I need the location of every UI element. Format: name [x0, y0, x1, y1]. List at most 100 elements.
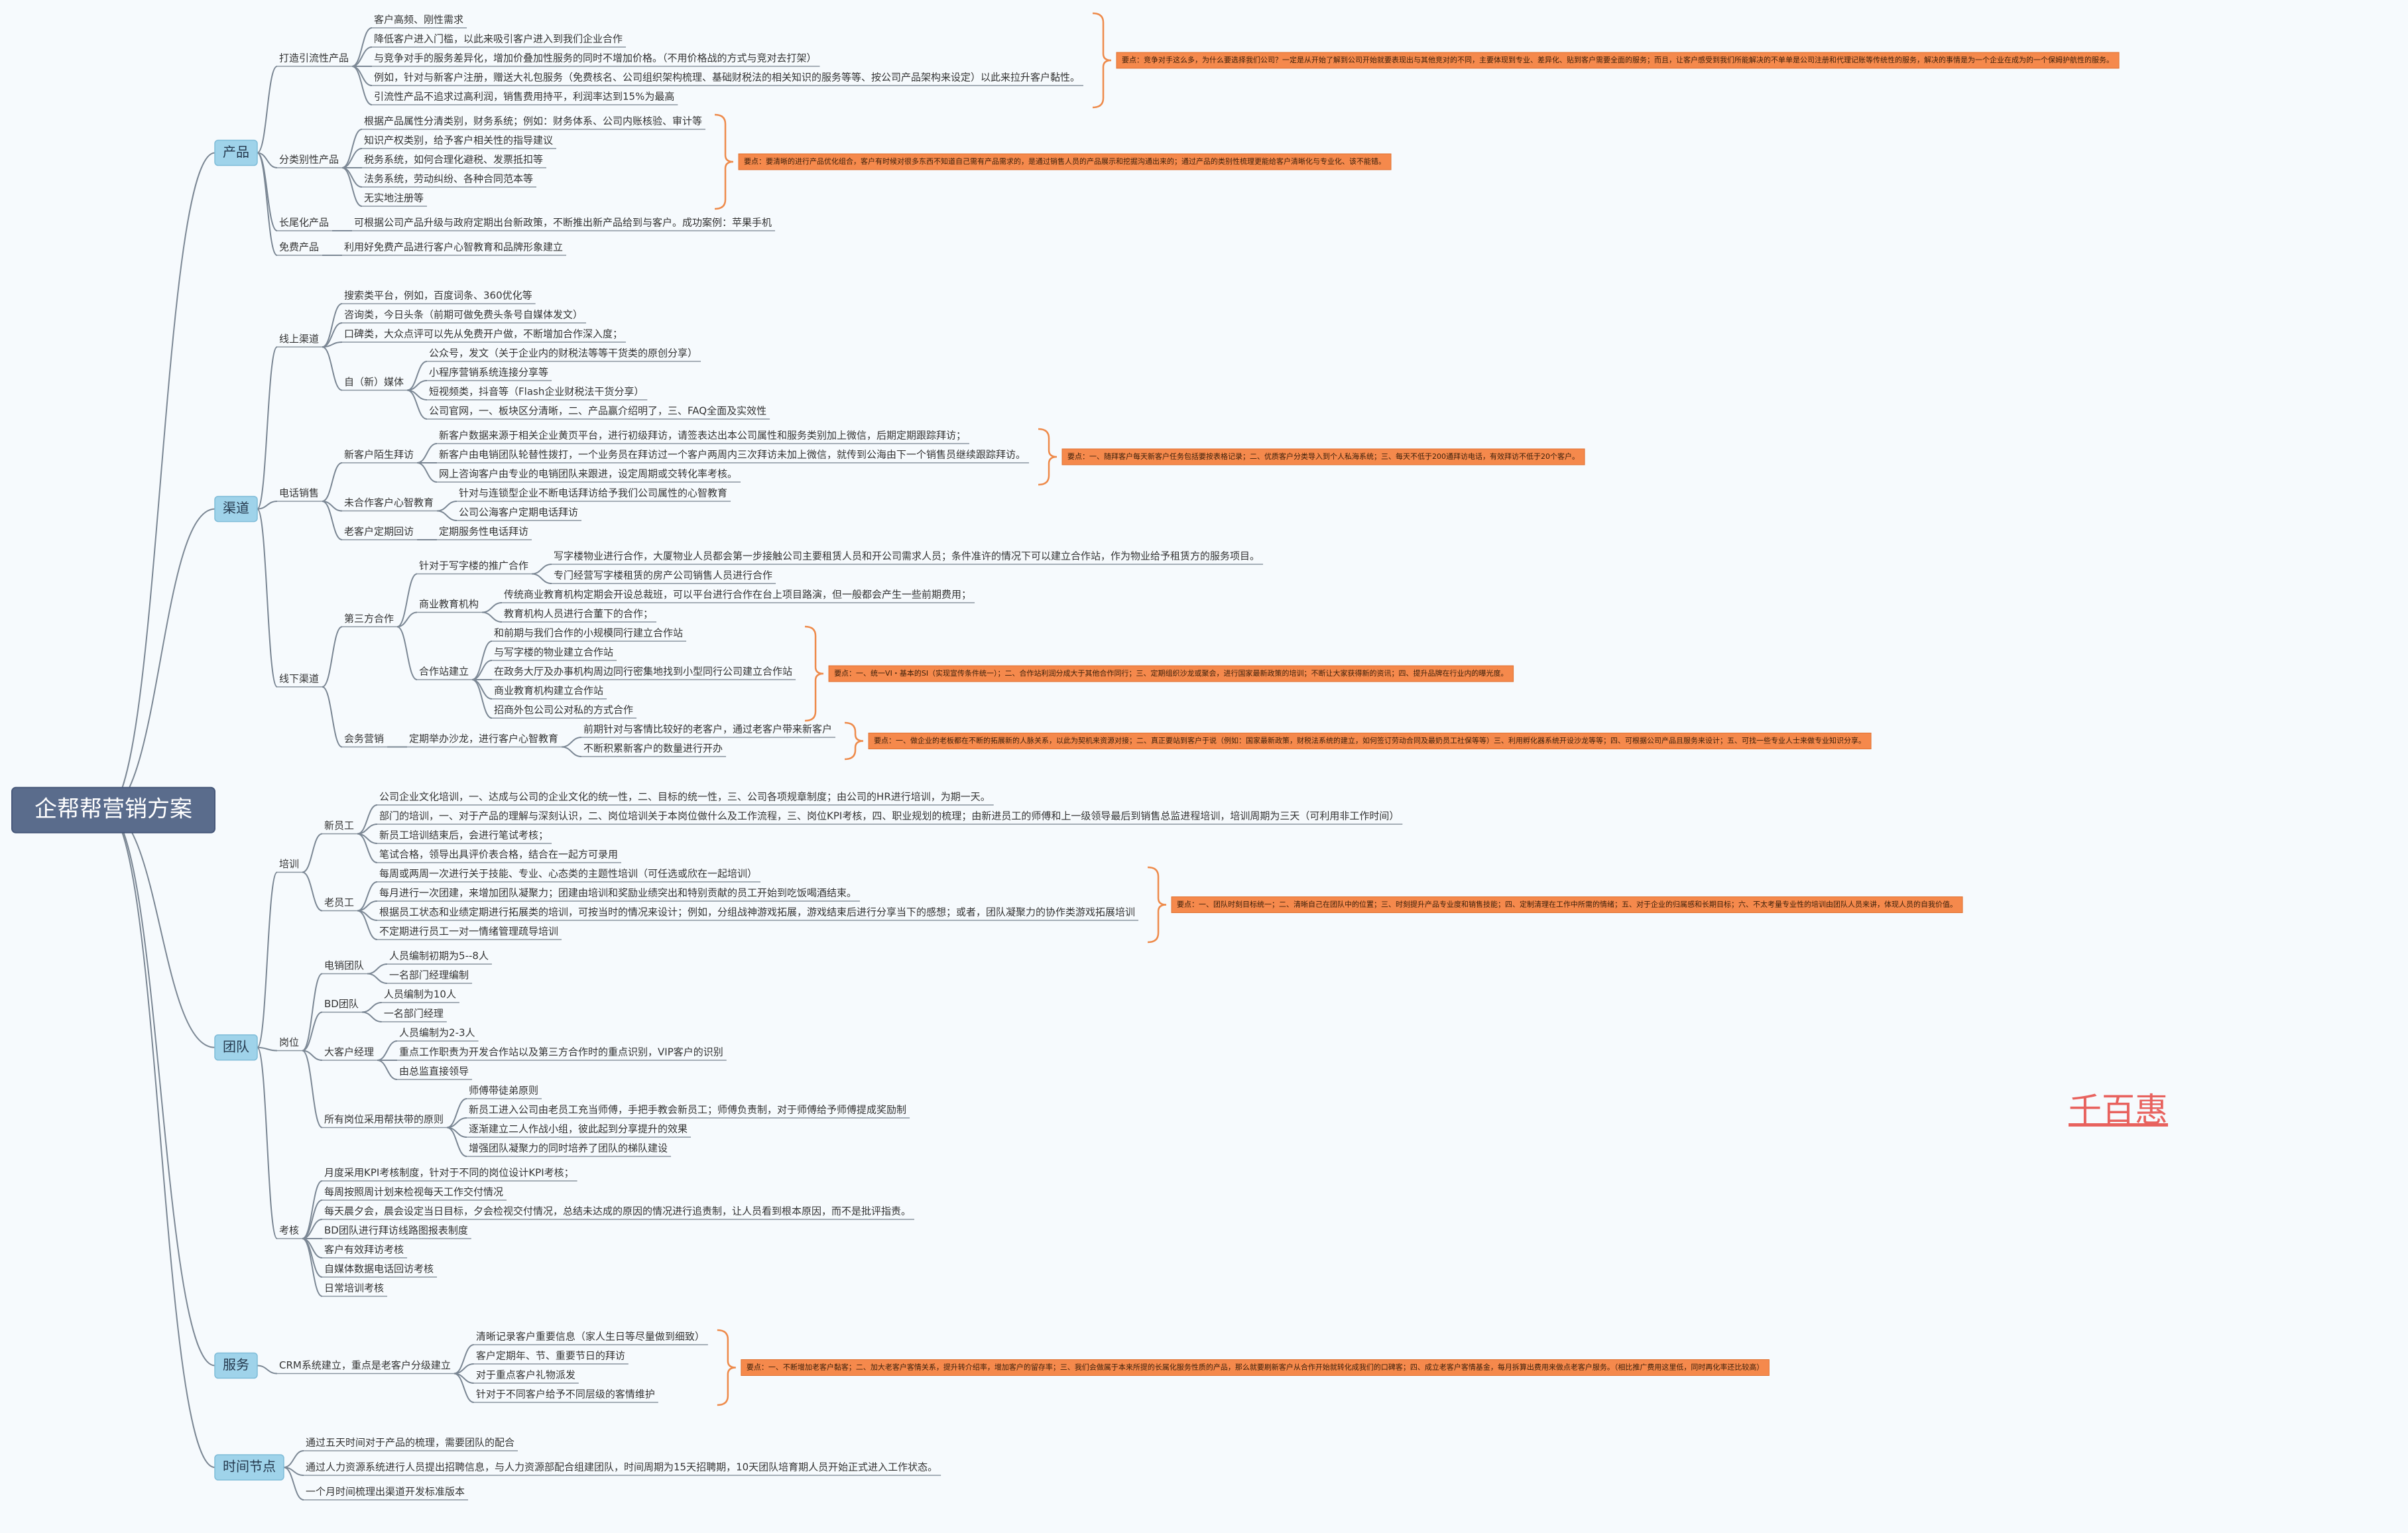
connector — [396, 626, 418, 680]
topic-label: 小程序营销系统连接分享等 — [429, 367, 548, 379]
topic-label: 所有岗位采用帮扶带的原则 — [324, 1113, 444, 1125]
topic-label: 考核 — [279, 1225, 299, 1237]
topic-label: 客户有效拜访考核 — [324, 1244, 404, 1256]
topic-label: 免费产品 — [279, 241, 319, 253]
topic-label: 前期针对与客情比较好的老客户，通过老客户带来新客户 — [583, 723, 832, 735]
connector — [302, 833, 323, 873]
topic-label: 针对于不同客户给予不同层级的客情维护 — [476, 1388, 655, 1400]
connector — [302, 1011, 323, 1052]
topic-label: 定期举办沙龙，进行客户心智教育 — [409, 733, 558, 745]
connector — [471, 679, 493, 719]
topic-label: 客户高频、刚性需求 — [374, 14, 463, 26]
topic-label: 大客户经理 — [324, 1046, 374, 1058]
topic-label: 搜索类平台，例如，百度词条、360优化等 — [344, 290, 532, 302]
note-text: 要点：一、团队时刻目标统一；二、清晰自己在团队中的位置；三、时刻提升产品专业度和… — [1177, 900, 1957, 909]
connector — [257, 1046, 278, 1239]
topic-label: 增强团队凝聚力的同时培养了团队的梯队建设 — [469, 1142, 668, 1154]
topic-label: 教育机构人员进行合董下的合作； — [504, 608, 653, 620]
topic-label: 不断积累新客户的数量进行开办 — [583, 743, 723, 755]
connector — [302, 871, 323, 912]
topic-label: 专门经营写字楼租赁的房产公司销售人员进行合作 — [554, 570, 772, 582]
topic-label: 每天晨夕会，晨会设定当日目标，夕会检视交付情况，总结未达成的原因的情况进行追责制… — [324, 1205, 911, 1217]
connector — [257, 346, 278, 510]
connector — [561, 746, 582, 757]
topic-label: CRM系统建立，重点是老客户分级建立 — [279, 1359, 451, 1371]
topic-label: 老员工 — [324, 896, 354, 908]
topic-label: 客户定期年、节、重要节日的拜访 — [476, 1350, 625, 1362]
connector — [257, 501, 278, 510]
connector — [531, 573, 552, 584]
connector — [322, 686, 343, 748]
topic-label: 一名部门经理编制 — [389, 969, 469, 981]
connector — [105, 809, 215, 1468]
connector — [341, 167, 363, 207]
nodes: 企帮帮营销方案 产品 打造引流性产品 客户高频、刚性需求降低客户进入门槛，以此来吸引客… — [11, 12, 2120, 1501]
edges — [105, 27, 582, 1501]
note-brace — [805, 625, 824, 722]
branch-node — [214, 139, 258, 166]
topic-label: 新客户数据来源于相关企业黄页平台，进行初级拜访，请签表达出本公司属性和服务类别加… — [439, 430, 966, 442]
topic-label: 对于重点客户礼物派发 — [476, 1369, 575, 1381]
topic-label: 无实地注册等 — [364, 192, 424, 204]
topic-label: 针对与连锁型企业不断电话拜访给予我们公司属性的心智教育 — [459, 487, 727, 499]
topic-label: 和前期与我们合作的小规模同行建立合作站 — [494, 627, 683, 639]
topic-label: 合作站建立 — [419, 666, 469, 678]
connector — [322, 341, 343, 348]
topic-label: 公众号，发文（关于企业内的财税法等等干货类的原创分享） — [429, 347, 697, 359]
connector — [367, 973, 388, 984]
topic-label: 招商外包公司公对私的方式合作 — [494, 704, 633, 716]
topic-label: 新员工进入公司由老员工充当师傅，手把手教会新员工；师傅负责制，对于师傅给予师傅提… — [469, 1104, 906, 1116]
connector — [302, 1050, 323, 1061]
topic-label: 根据产品属性分清类别，财务系统；例如：财务体系、公司内账核验、审计等 — [364, 115, 702, 127]
note-box — [828, 665, 1514, 682]
topic-label: 打造引流性产品 — [279, 52, 349, 64]
note-box — [1061, 448, 1585, 465]
topic-label: 引流性产品不追求过高利润，销售费用持平，利润率达到15%为最高 — [374, 91, 674, 103]
note-box — [1116, 52, 2120, 69]
connector — [322, 462, 343, 502]
note-brace — [714, 113, 734, 210]
branch-node — [214, 495, 258, 522]
topic-label: 在政务大厅及办事机构周边同行密集地找到小型同行公司建立合作站 — [494, 666, 792, 678]
note-text: 要点：要清晰的进行产品优化组合，客户有时候对很多东西不知道自己需有产品需求的，是… — [744, 156, 1386, 166]
topic-label: 长尾化产品 — [279, 217, 329, 229]
connector — [357, 910, 378, 940]
topic-label: 人员编制为10人 — [384, 989, 456, 1001]
topic-label: 与写字楼的物业建立合作站 — [494, 646, 613, 658]
topic-label: 第三方合作 — [344, 613, 394, 625]
topic-label: 一名部门经理 — [384, 1008, 444, 1020]
note-box — [1171, 896, 1963, 913]
branch-label: 产品 — [223, 144, 249, 160]
connector — [257, 152, 278, 168]
connector — [453, 1373, 475, 1403]
connector — [351, 66, 373, 105]
topic-label: 知识产权类别，给予客户相关性的指导建议 — [364, 135, 553, 147]
note-text: 要点：一、做企业的老板都在不断的拓展新的人脉关系，以此为契机来资源对接；二、真正… — [874, 736, 1866, 745]
connector — [105, 809, 215, 1367]
topic-label: 每周按照周计划来检视每天工作交付情况 — [324, 1186, 503, 1198]
topic-label: 短视频类，抖音等（Flash企业财税法干货分享） — [429, 386, 644, 398]
topic-label: 师傅带徒弟原则 — [469, 1085, 538, 1097]
connector — [283, 1467, 304, 1501]
connector — [377, 1060, 398, 1080]
topic-label: 人员编制初期为5--8人 — [389, 950, 489, 962]
branch-node — [214, 1454, 284, 1481]
topic-label: 自（新）媒体 — [344, 376, 404, 388]
topic-label: 公司官网，一、板块区分清晰，二、产品赢介绍明了，三、FAQ全面及实效性 — [429, 405, 766, 417]
topic-label: 不定期进行员工一对一情绪管理疏导培训 — [379, 926, 558, 938]
topic-label: 利用好免费产品进行客户心智教育和品牌形象建立 — [344, 241, 563, 253]
connector — [357, 833, 378, 863]
connector — [257, 1365, 278, 1375]
connector — [257, 508, 278, 688]
topic-label: 税务系统，如何合理化避税、发票抵扣等 — [364, 154, 543, 166]
topic-label: 线上渠道 — [279, 333, 319, 345]
topic-label: 公司企业文化培训，一、达成与公司的企业文化的统一性，二、目标的统一性，三、公司各… — [379, 791, 991, 803]
topic-label: 重点工作职责为开发合作站以及第三方合作时的重点识别，VIP客户的识别 — [399, 1046, 723, 1058]
topic-label: 新员工 — [324, 820, 354, 831]
note-brace — [845, 721, 864, 761]
topic-label: 电销团队 — [324, 959, 364, 971]
connector — [361, 1011, 382, 1022]
connector — [257, 871, 278, 1048]
note-box — [738, 153, 1392, 170]
topic-label: 笔试合格，领导出具评价表合格，结合在一起方可录用 — [379, 849, 618, 861]
